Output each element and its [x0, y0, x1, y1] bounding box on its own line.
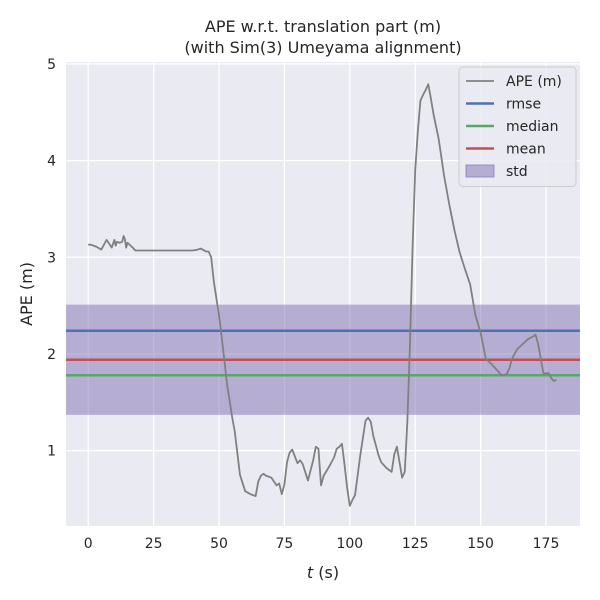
legend-label: mean: [506, 142, 546, 158]
legend-label: rmse: [506, 97, 541, 113]
x-tick-label: 25: [145, 536, 163, 552]
x-tick-label: 150: [467, 536, 494, 552]
x-tick-label: 0: [84, 536, 93, 552]
chart-title-line1: APE w.r.t. translation part (m): [205, 17, 441, 36]
x-tick-label: 75: [276, 536, 294, 552]
x-axis-label-unit: (s): [313, 563, 339, 582]
stat-lines: [66, 329, 580, 377]
legend-swatch-std: [465, 164, 495, 178]
y-tick-label: 4: [47, 154, 56, 170]
y-axis-label: APE (m): [17, 262, 36, 326]
legend-frame: [458, 66, 577, 187]
y-tick-label: 3: [47, 250, 56, 266]
x-tick-label: 175: [533, 536, 560, 552]
ape-line-layer: [88, 83, 557, 507]
legend-label: median: [506, 119, 558, 135]
legend: APE (m) rmse median mean std: [458, 66, 577, 187]
x-tick-label: 50: [210, 536, 228, 552]
y-tick-label: 5: [47, 57, 56, 73]
x-tick-labels: 0 25 50 75 100 125 150 175: [84, 536, 560, 552]
legend-label: std: [506, 164, 528, 180]
x-axis-label-var: t: [307, 563, 314, 582]
x-tick-label: 100: [336, 536, 363, 552]
x-tick-label: 125: [402, 536, 429, 552]
x-axis-label: t (s): [307, 563, 339, 582]
chart-title-line2: (with Sim(3) Umeyama alignment): [184, 38, 461, 57]
ape-series-line: [88, 83, 557, 507]
y-tick-label: 1: [47, 444, 56, 460]
y-tick-label: 2: [47, 347, 56, 363]
y-tick-labels: 1 2 3 4 5: [47, 57, 56, 460]
legend-label: APE (m): [506, 74, 562, 90]
